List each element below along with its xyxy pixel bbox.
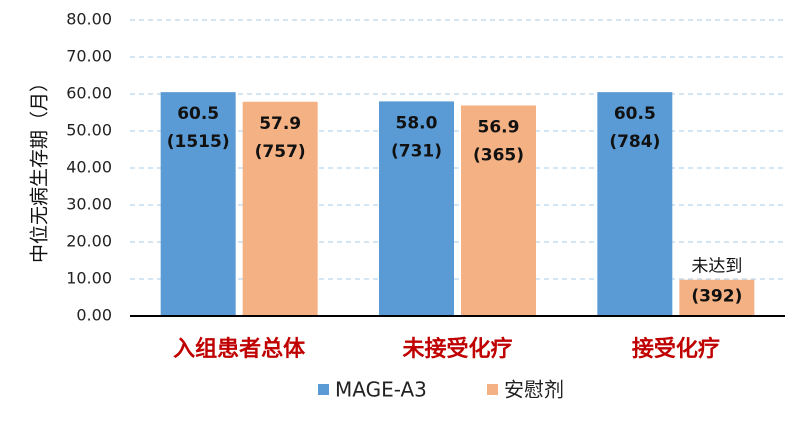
- value-label: 未达到: [691, 257, 742, 277]
- y-tick-label: 0.00: [76, 306, 112, 325]
- value-label: 58.0: [396, 113, 438, 133]
- n-label: (392): [691, 287, 742, 307]
- bar: [679, 279, 755, 316]
- bar: [379, 101, 454, 317]
- bar: [242, 101, 318, 317]
- legend-label: 安慰剂: [504, 378, 564, 402]
- y-tick-label: 60.00: [66, 84, 112, 103]
- value-label: 60.5: [177, 104, 219, 124]
- x-tick-label: 接受化疗: [632, 336, 720, 362]
- y-tick-label: 40.00: [66, 158, 112, 177]
- legend-label: MAGE-A3: [335, 378, 427, 402]
- value-label: 56.9: [478, 117, 520, 137]
- value-label: 60.5: [614, 104, 656, 124]
- n-label: (757): [255, 142, 306, 162]
- n-label: (1515): [167, 132, 230, 152]
- legend-swatch: [318, 384, 329, 395]
- y-tick-label: 70.00: [66, 47, 112, 66]
- y-tick-label: 50.00: [66, 121, 112, 140]
- bar: [160, 92, 236, 317]
- y-tick-label: 30.00: [66, 195, 112, 214]
- y-tick-label: 10.00: [66, 269, 112, 288]
- x-tick-label: 入组患者总体: [173, 336, 306, 362]
- y-tick-label: 80.00: [66, 10, 112, 29]
- n-label: (731): [391, 141, 442, 161]
- n-label: (365): [473, 145, 524, 165]
- legend-swatch: [487, 384, 498, 395]
- n-label: (784): [609, 132, 660, 152]
- y-tick-label: 20.00: [66, 232, 112, 251]
- x-tick-label: 未接受化疗: [402, 336, 512, 362]
- bar: [461, 105, 536, 316]
- y-axis-title: 中位无病生存期（月）: [29, 73, 51, 263]
- bar: [597, 92, 673, 317]
- value-label: 57.9: [259, 114, 301, 134]
